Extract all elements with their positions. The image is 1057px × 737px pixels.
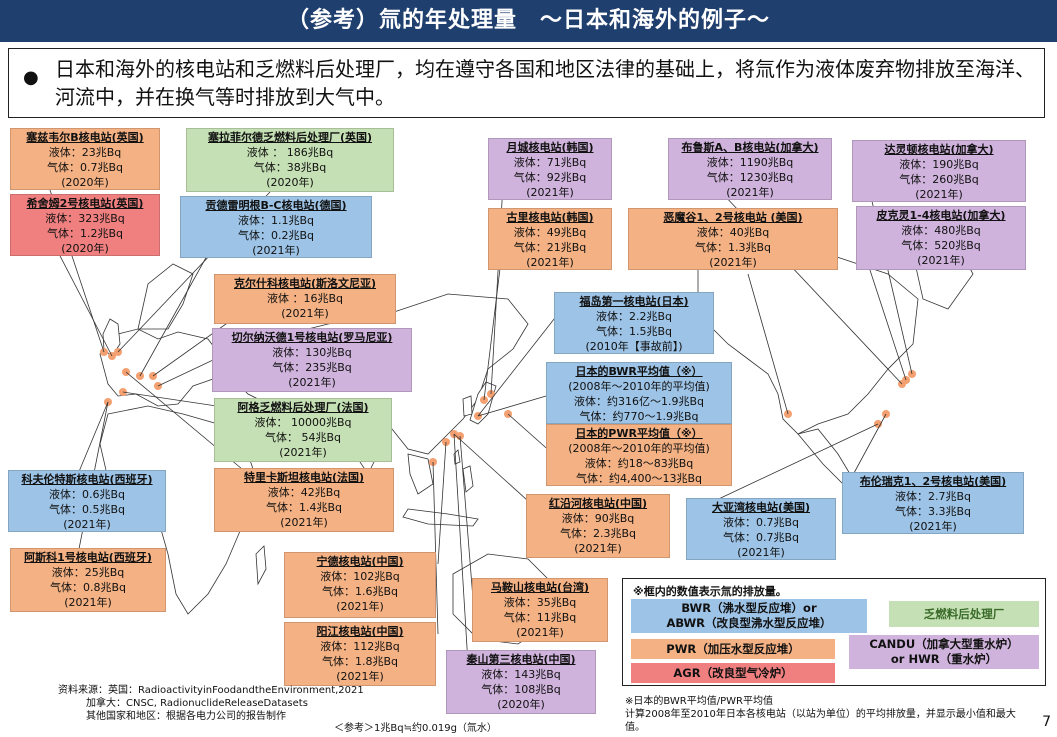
plant-box-asco: 阿斯科1号核电站(西班牙) 液体：25兆Bq 气体：0.8兆Bq (2021年) (10, 548, 166, 612)
plant-box-pwr-average: 日本的PWR平均值（※） (2008年～2010年的平均值) 液体：约18～83… (546, 424, 732, 486)
plant-box-sellafield: 塞拉菲尔德乏燃料后处理厂(英国) 液体 ： 186兆Bq 气体：38兆Bq (2… (186, 128, 394, 192)
page-number: 7 (1042, 714, 1051, 730)
plant-box-qinshan: 秦山第三核电站(中国) 液体：143兆Bq 气体：108兆Bq (2020年) (446, 650, 596, 714)
plant-box-tricastin: 特里卡斯坦核电站(法国) 液体：42兆Bq 气体：1.4兆Bq (2021年) (214, 468, 394, 532)
page-title: （参考）氚的年处理量 ～日本和海外的例子～ (286, 8, 770, 33)
plant-box-cernavoda: 切尔纳沃德1号核电站(罗马尼亚) 液体：130兆Bq 气体：235兆Bq (20… (212, 328, 412, 392)
legend-reprocessing: 乏燃料后处理厂 (889, 601, 1039, 627)
plant-box-pickering: 皮克灵1-4核电站(加拿大) 液体：480兆Bq 气体：520兆Bq (2021… (856, 206, 1026, 270)
legend-title: ※框内的数值表示氚的排放量。 (633, 585, 787, 598)
plant-box-darlington: 达灵顿核电站(加拿大) 液体：190兆Bq 气体：260兆Bq (2021年) (852, 140, 1026, 202)
plant-box-krsko: 克尔什科核电站(斯洛文尼亚) 液体 ：16兆Bq (2021年) (214, 274, 396, 324)
legend-candu: CANDU（加拿大型重水炉） or HWR（重水炉） (849, 635, 1039, 669)
reference-footnote: ＜参考＞1兆Bq≒约0.019g（氚水） (334, 723, 497, 734)
summary-text: 日本和海外的核电站和乏燃料后处理厂，均在遵守各国和地区法律的基础上，将氚作为液体… (55, 57, 1035, 109)
summary-box: ● 日本和海外的核电站和乏燃料后处理厂，均在遵守各国和地区法律的基础上，将氚作为… (8, 48, 1045, 118)
legend-pwr: PWR（加压水型反应堆） (631, 639, 835, 659)
plant-box-gundremmingen: 贡德雷明根B-C核电站(德国) 液体：1.1兆Bq 气体：0.2兆Bq (202… (180, 196, 372, 258)
plant-box-wolsong: 月城核电站(韩国) 液体：71兆Bq 气体：92兆Bq (2021年) (488, 138, 612, 200)
plant-box-daya: 大亚湾核电站(美国) 液体：0.7兆Bq 气体：0.7兆Bq (2021年) (686, 498, 836, 560)
plant-box-fukushima: 福岛第一核电站(日本) 液体：2.2兆Bq 气体：1.5兆Bq (2010年【事… (554, 292, 714, 354)
plant-box-lahague: 阿格乏燃料后处理厂(法国) 液体： 10000兆Bq 气体： 54兆Bq (20… (214, 398, 392, 462)
plant-box-brunswick: 布伦瑞克1、2号核电站(美国) 液体：2.7兆Bq 气体：3.3兆Bq (202… (842, 472, 1024, 534)
legend-agr: AGR（改良型气冷炉） (631, 663, 835, 683)
average-note: ※日本的BWR平均值/PWR平均值 计算2008年至2010年日本各核电站（以站… (625, 696, 1016, 733)
source-note: 资料来源：英国：RadioactivityinFoodandtheEnviron… (58, 685, 364, 722)
plant-box-kori: 古里核电站(韩国) 液体：49兆Bq 气体：21兆Bq (2021年) (488, 208, 612, 270)
plant-box-bwr-average: 日本的BWR平均值（※） (2008年～2010年的平均值) 液体：约316亿～… (546, 362, 732, 424)
legend-bwr: BWR（沸水型反应堆）or ABWR（改良型沸水型反应堆） (631, 599, 867, 633)
page-header: （参考）氚的年处理量 ～日本和海外的例子～ (0, 0, 1057, 42)
legend: ※框内的数值表示氚的排放量。 BWR（沸水型反应堆）or ABWR（改良型沸水型… (622, 578, 1046, 686)
plant-box-yangjiang: 阳江核电站(中国) 液体：112兆Bq 气体：1.8兆Bq (2021年) (284, 622, 436, 686)
bullet-icon: ● (23, 67, 39, 88)
plant-box-heysham: 希舍姆2号核电站(英国) 液体：323兆Bq 气体：1.2兆Bq (2020年) (10, 194, 160, 256)
plant-box-sizewell: 塞兹韦尔B核电站(英国) 液体：23兆Bq 气体：0.7兆Bq (2020年) (10, 128, 160, 190)
plant-box-maanshan: 马鞍山核电站(台湾) 液体：35兆Bq 气体：11兆Bq (2021年) (472, 578, 608, 642)
plant-box-hongyanhe: 红沿河核电站(中国) 液体：90兆Bq 气体：2.3兆Bq (2021年) (526, 494, 670, 558)
plant-box-diablo: 恶魔谷1、2号核电站 (美国) 液体：40兆Bq 气体：1.3兆Bq (2021… (628, 208, 838, 270)
plant-box-cofrentes: 科夫伦特斯核电站(西班牙) 液体：0.6兆Bq 气体：0.5兆Bq (2021年… (8, 470, 166, 532)
plant-box-ningde: 宁德核电站(中国) 液体：102兆Bq 气体：1.6兆Bq (2021年) (284, 552, 436, 618)
plant-box-bruce: 布鲁斯A、B核电站(加拿大) 液体：1190兆Bq 气体：1230兆Bq (20… (668, 138, 832, 200)
